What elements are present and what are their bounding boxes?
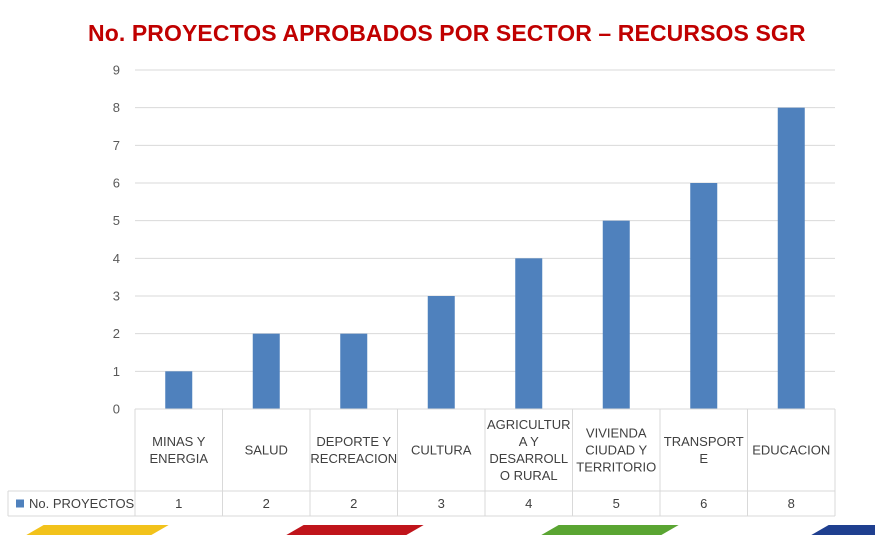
gridlines — [135, 69, 835, 410]
data-table: MINAS Y ENERGIA SALUD DEPORTE Y RECREACION CU… — [7, 408, 836, 517]
decorative-stripe-red — [286, 525, 424, 535]
category-label: MINAS Y ENERGIA — [149, 434, 208, 466]
series-name: No. PROYECTOS — [29, 496, 135, 511]
y-tick-label: 9 — [113, 63, 120, 78]
category-label: AGRICULTUR A Y DESARROLL O RURAL — [487, 417, 571, 483]
y-tick-label: 3 — [113, 289, 120, 304]
y-tick-label: 6 — [113, 176, 120, 191]
bar — [252, 333, 280, 409]
bar — [165, 371, 193, 409]
bar — [515, 258, 543, 409]
category-label: DEPORTE Y RECREACION — [310, 434, 397, 466]
decorative-stripe-yellow — [26, 525, 169, 535]
y-tick-label: 4 — [113, 251, 120, 266]
data-value: 2 — [263, 496, 270, 511]
data-value: 8 — [788, 496, 795, 511]
y-tick-label: 5 — [113, 213, 120, 228]
bar — [602, 220, 630, 409]
category-label: CULTURA — [411, 443, 472, 458]
data-value: 6 — [700, 496, 707, 511]
category-label: VIVIENDA CIUDAD Y TERRITORIO — [576, 426, 656, 475]
data-value: 3 — [438, 496, 445, 511]
bar — [340, 333, 368, 409]
data-value: 2 — [350, 496, 357, 511]
bars — [165, 107, 805, 410]
category-label: SALUD — [245, 443, 288, 458]
category-label: EDUCACION — [752, 443, 830, 458]
data-value: 1 — [175, 496, 182, 511]
y-tick-label: 1 — [113, 364, 120, 379]
category-label: TRANSPORT E — [664, 434, 744, 466]
bar — [427, 296, 455, 409]
y-axis-ticks: 0 1 2 3 4 5 6 7 8 9 — [113, 63, 120, 417]
y-tick-label: 7 — [113, 138, 120, 153]
bar — [777, 107, 805, 410]
legend-key — [16, 499, 24, 508]
decorative-stripe-green — [541, 525, 679, 535]
y-tick-label: 2 — [113, 326, 120, 341]
y-tick-label: 0 — [113, 402, 120, 417]
data-value: 5 — [613, 496, 620, 511]
data-value: 4 — [525, 496, 532, 511]
bar — [690, 183, 718, 409]
y-tick-label: 8 — [113, 100, 120, 115]
chart-title: No. PROYECTOS APROBADOS POR SECTOR – REC… — [88, 20, 806, 46]
